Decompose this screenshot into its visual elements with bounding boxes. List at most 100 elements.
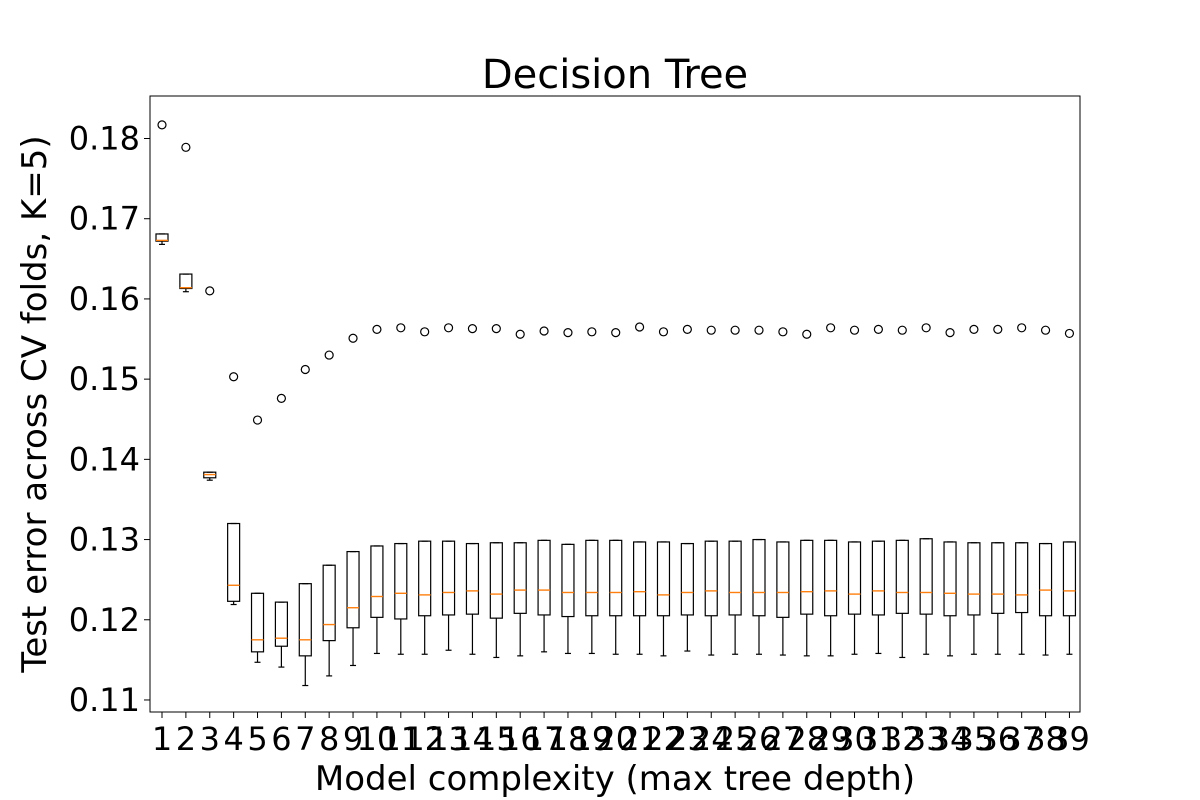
flier-point [587, 327, 597, 337]
flier-point [706, 325, 716, 335]
x-tick-label: 28 [786, 720, 827, 758]
x-tick-label: 33 [906, 720, 947, 758]
box-depth-21 [632, 322, 647, 655]
x-tick-label: 35 [954, 720, 995, 758]
plot-frame [149, 95, 1081, 713]
flier-point [252, 415, 263, 425]
y-tick-label: 0.13 [69, 521, 140, 559]
x-tick-label: 30 [834, 720, 875, 758]
x-tick-label: 14 [452, 720, 493, 758]
x-tick-label: 11 [380, 720, 421, 758]
box-depth-24 [704, 325, 718, 656]
box-depth-30 [847, 325, 862, 655]
box-iqr [489, 542, 503, 619]
box-depth-28 [800, 329, 814, 657]
box-iqr [227, 522, 241, 602]
flier-point [229, 372, 239, 382]
x-tick-label: 25 [715, 720, 756, 758]
y-axis-label: Test error across CV folds, K=5) [15, 135, 55, 673]
y-tick-label: 0.16 [69, 280, 140, 318]
flier-point [515, 329, 525, 339]
box-iqr [847, 541, 862, 615]
box-iqr [298, 583, 312, 657]
box-depth-15 [489, 324, 503, 659]
x-tick-label: 36 [977, 720, 1018, 758]
y-tick-label: 0.18 [69, 120, 140, 158]
x-tick-label: 16 [500, 720, 541, 758]
box-depth-26 [752, 325, 766, 655]
x-tick-label: 13 [428, 720, 469, 758]
box-iqr [991, 542, 1005, 614]
x-tick-label: 22 [643, 720, 684, 758]
x-tick-label: 31 [858, 720, 899, 758]
box-iqr [1015, 542, 1029, 614]
box-depth-35 [967, 324, 981, 655]
box-iqr [609, 539, 623, 617]
x-tick-label: 34 [930, 720, 971, 758]
box-depth-23 [680, 324, 694, 652]
flier-point [157, 120, 167, 130]
y-tick-label: 0.12 [69, 601, 140, 639]
box-depth-17 [537, 326, 551, 653]
box-iqr [752, 538, 766, 617]
box-iqr [155, 233, 169, 242]
x-tick-label: 23 [667, 720, 708, 758]
flier-point [372, 324, 382, 335]
box-depth-18 [561, 328, 575, 655]
flier-point [802, 329, 812, 339]
box-iqr [632, 541, 647, 617]
flier-point [611, 328, 621, 338]
flier-point [1040, 325, 1051, 335]
x-tick-label: 17 [524, 720, 565, 758]
box-depth-22 [656, 327, 671, 657]
x-tick-label: 26 [739, 720, 780, 758]
flier-point [730, 325, 740, 335]
flier-point [467, 324, 478, 334]
y-tick-label: 0.17 [69, 200, 140, 238]
x-tick-label: 18 [548, 720, 589, 758]
box-depth-7 [298, 364, 312, 687]
x-tick-label: 39 [1049, 720, 1090, 758]
box-iqr [250, 592, 265, 653]
x-tick-label: 8 [319, 720, 339, 758]
box-depth-36 [991, 324, 1005, 655]
box-iqr [441, 540, 456, 616]
box-depth-5 [250, 415, 265, 663]
x-tick-label: 32 [882, 720, 923, 758]
box-depth-14 [465, 324, 480, 655]
box-iqr [585, 539, 599, 617]
x-tick-label: 20 [595, 720, 636, 758]
x-tick-label: 2 [176, 720, 196, 758]
x-tick-label: 7 [295, 720, 315, 758]
box-iqr [370, 545, 384, 618]
box-depth-6 [274, 393, 288, 668]
x-tick-label: 38 [1025, 720, 1066, 758]
box-depth-2 [179, 142, 193, 293]
x-tick-label: 4 [223, 720, 243, 758]
flier-point [826, 323, 836, 333]
box-depth-8 [322, 350, 336, 677]
plot-area [155, 120, 1077, 687]
y-tick-label: 0.14 [69, 440, 140, 478]
flier-point [849, 325, 860, 335]
flier-point [993, 324, 1003, 335]
flier-point [443, 323, 454, 333]
x-tick-label: 37 [1001, 720, 1042, 758]
box-depth-25 [728, 325, 742, 655]
box-iqr [656, 541, 671, 617]
flier-point [897, 325, 907, 335]
box-depth-19 [585, 327, 599, 655]
x-tick-label: 21 [619, 720, 660, 758]
x-tick-label: 3 [200, 720, 220, 758]
flier-point [634, 322, 645, 332]
box-iqr [346, 550, 360, 629]
flier-point [658, 327, 669, 337]
box-iqr [394, 542, 408, 620]
box-iqr [943, 541, 957, 617]
box-iqr [465, 542, 480, 615]
x-tick-label: 1 [152, 720, 172, 758]
box-iqr [704, 540, 718, 617]
flier-point [682, 324, 692, 335]
box-iqr [800, 539, 814, 615]
